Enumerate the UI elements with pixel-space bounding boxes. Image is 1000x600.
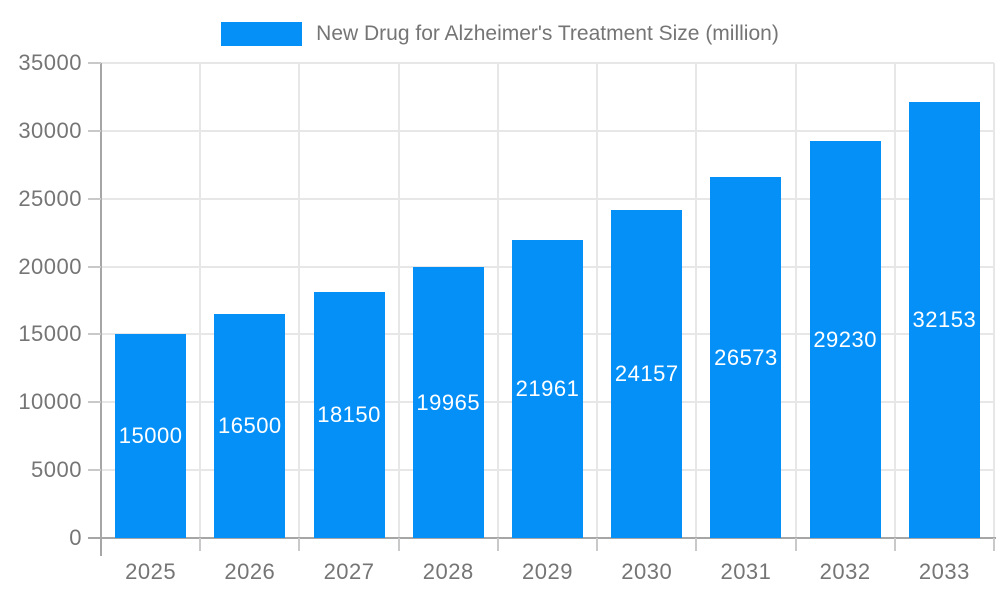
bar-2027[interactable]: 18150 <box>313 291 385 538</box>
x-tick-label-2026: 2026 <box>224 559 276 584</box>
x-tick <box>596 538 599 551</box>
legend-title: New Drug for Alzheimer's Treatment Size … <box>316 22 779 45</box>
v-gridline <box>199 63 202 538</box>
y-tick <box>88 129 101 132</box>
y-tick <box>88 401 101 404</box>
bar-2025[interactable]: 15000 <box>115 334 187 538</box>
v-gridline <box>298 63 301 538</box>
y-tick-label-35000: 35000 <box>18 50 82 75</box>
bar-2030[interactable]: 24157 <box>611 210 683 538</box>
x-tick-label-2029: 2029 <box>522 559 573 584</box>
h-gridline <box>101 401 994 404</box>
bar-2032[interactable]: 29230 <box>809 141 881 538</box>
bar-value-label: 24157 <box>614 361 679 387</box>
x-tick <box>695 538 698 551</box>
y-tick <box>88 197 101 200</box>
bar-value-label: 16500 <box>217 413 282 439</box>
y-tick <box>88 469 101 472</box>
x-axis-line <box>88 537 996 539</box>
h-gridline <box>101 197 994 200</box>
y-tick-label-20000: 20000 <box>18 253 82 279</box>
x-tick <box>496 538 499 551</box>
y-tick-label-10000: 10000 <box>18 389 82 415</box>
h-gridline <box>101 265 994 268</box>
v-gridline <box>893 63 896 538</box>
v-gridline <box>596 63 599 538</box>
v-gridline <box>695 63 698 538</box>
bar-2026[interactable]: 16500 <box>214 314 286 538</box>
x-tick-label-2028: 2028 <box>422 559 474 584</box>
bar-2031[interactable]: 26573 <box>710 177 782 538</box>
y-tick <box>88 333 101 336</box>
h-gridline <box>101 129 994 132</box>
y-tick <box>88 62 101 64</box>
bar-value-label: 29230 <box>813 326 877 352</box>
x-tick-label-2027: 2027 <box>323 559 375 584</box>
bar-value-label: 26573 <box>714 344 778 370</box>
x-tick-label-2033: 2033 <box>918 559 970 584</box>
x-tick <box>397 538 400 551</box>
x-tick-label-2032: 2032 <box>819 559 871 584</box>
legend-swatch <box>221 22 303 46</box>
v-gridline <box>496 63 499 538</box>
x-tick-label-2025: 2025 <box>125 559 177 584</box>
bar-value-label: 21961 <box>515 375 580 401</box>
v-gridline <box>397 63 400 538</box>
x-tick <box>298 538 301 551</box>
y-tick-label-25000: 25000 <box>18 185 82 211</box>
legend[interactable]: New Drug for Alzheimer's Treatment Size … <box>0 20 1000 48</box>
bar-2028[interactable]: 19965 <box>412 267 484 538</box>
bar-value-label: 19965 <box>416 389 481 415</box>
y-tick-label-30000: 30000 <box>18 117 82 143</box>
v-gridline <box>794 63 797 538</box>
y-tick-label-0: 0 <box>69 525 82 550</box>
plot-right-border <box>993 63 995 538</box>
h-gridline <box>101 62 994 64</box>
y-tick-label-15000: 15000 <box>18 321 82 347</box>
x-tick <box>993 538 995 551</box>
x-tick <box>199 538 202 551</box>
x-tick-label-2031: 2031 <box>720 559 772 584</box>
h-gridline <box>101 469 994 472</box>
bar-2029[interactable]: 21961 <box>512 239 583 538</box>
h-gridline <box>101 333 994 336</box>
x-tick <box>893 538 896 551</box>
x-tick <box>794 538 797 551</box>
y-axis-line <box>100 63 102 556</box>
bar-value-label: 18150 <box>317 401 381 427</box>
x-tick-label-2030: 2030 <box>621 559 673 584</box>
bar-2033[interactable]: 32153 <box>908 101 980 538</box>
y-tick-label-5000: 5000 <box>31 457 82 483</box>
y-tick <box>88 265 101 268</box>
bar-value-label: 15000 <box>118 423 183 449</box>
bar-value-label: 32153 <box>912 306 977 332</box>
